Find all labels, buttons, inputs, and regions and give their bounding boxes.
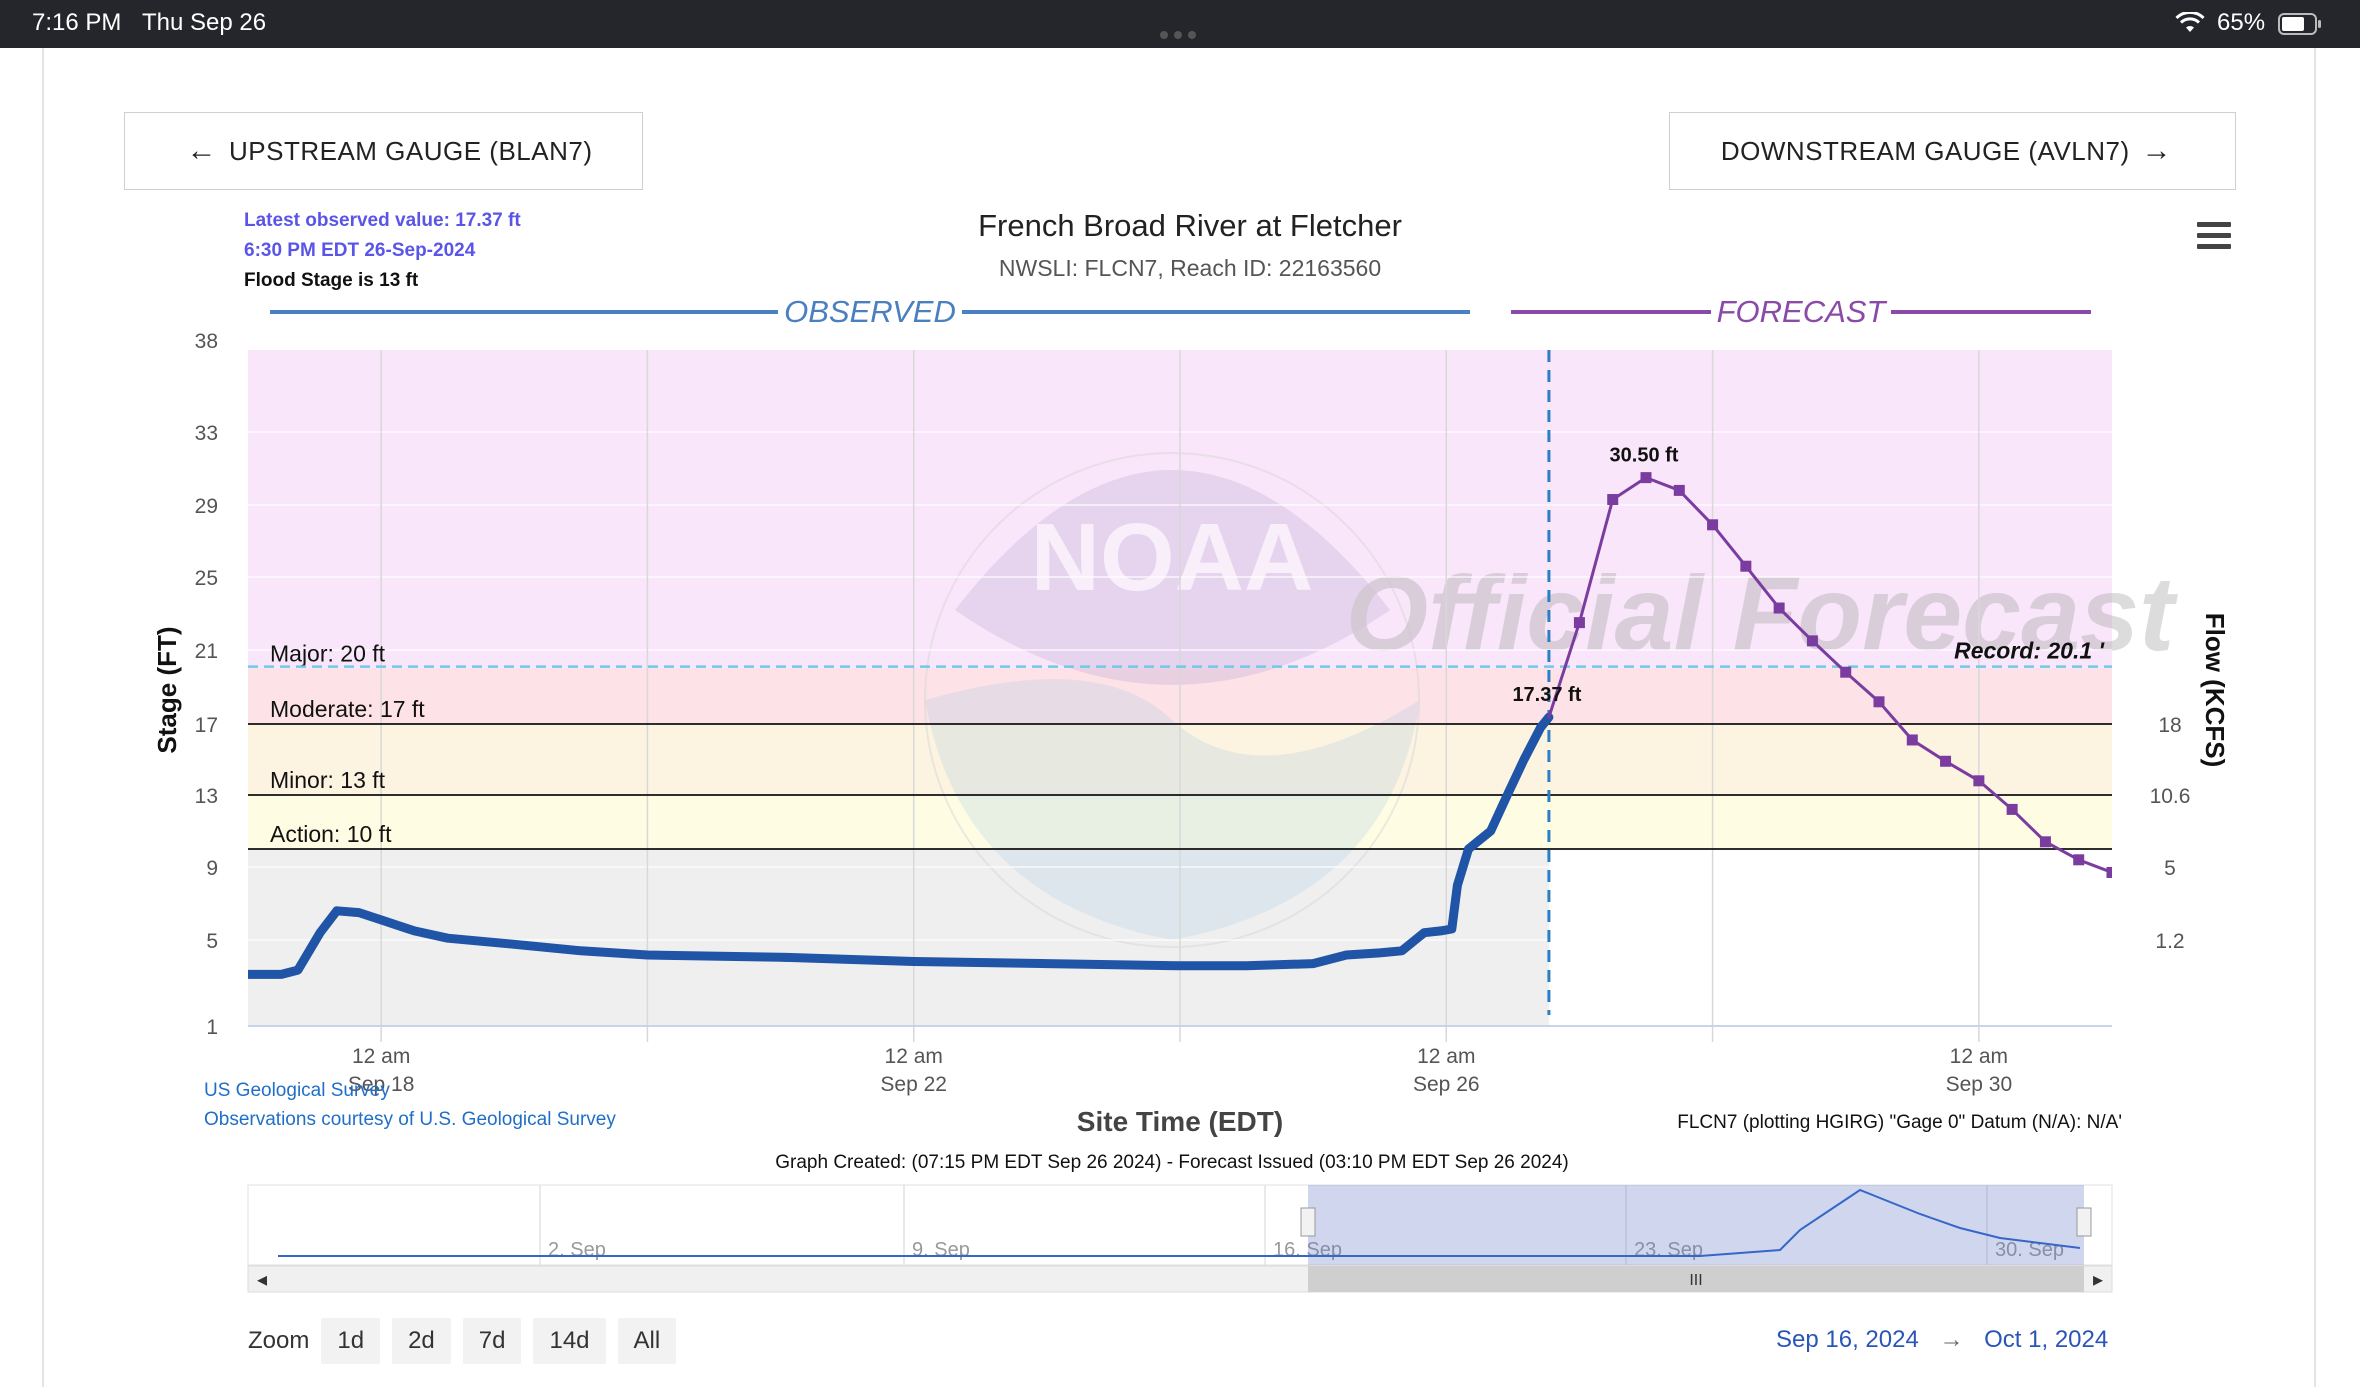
- arrow-left-icon: ←: [186, 134, 217, 167]
- chart-menu-icon[interactable]: [2197, 222, 2231, 250]
- range-to[interactable]: Oct 1, 2024: [1984, 1326, 2109, 1353]
- zoom-1d-button[interactable]: 1d: [321, 1318, 381, 1364]
- zoom-bar: Zoom 1d 2d 7d 14d All: [248, 1318, 677, 1364]
- page-frame: [42, 48, 2316, 1387]
- zoom-14d-button[interactable]: 14d: [533, 1318, 606, 1364]
- wifi-icon: [2175, 12, 2205, 32]
- upstream-gauge-button[interactable]: ← UPSTREAM GAUGE (BLAN7): [124, 112, 643, 190]
- zoom-label: Zoom: [248, 1327, 310, 1354]
- zoom-7d-button[interactable]: 7d: [462, 1318, 522, 1364]
- latest-observed-time: 6:30 PM EDT 26-Sep-2024: [244, 240, 476, 261]
- range-from[interactable]: Sep 16, 2024: [1776, 1326, 1919, 1353]
- status-time: 7:16 PM: [32, 9, 122, 36]
- battery-icon: [2278, 13, 2321, 35]
- battery-percent: 65%: [2217, 9, 2266, 36]
- zoom-2d-button[interactable]: 2d: [392, 1318, 451, 1364]
- latest-observed-info: Latest observed value: 17.37 ft 6:30 PM …: [244, 206, 521, 296]
- status-date: Thu Sep 26: [142, 9, 267, 36]
- upstream-gauge-label: UPSTREAM GAUGE (BLAN7): [228, 135, 593, 166]
- downstream-gauge-label: DOWNSTREAM GAUGE (AVLN7): [1720, 135, 2130, 166]
- flood-stage-note: Flood Stage is 13 ft: [244, 270, 419, 291]
- date-range: Sep 16, 2024 → Oct 1, 2024: [1776, 1326, 2108, 1354]
- multitasking-dots[interactable]: [1157, 18, 1199, 46]
- latest-observed-value: Latest observed value: 17.37 ft: [244, 210, 521, 231]
- range-arrow-icon: →: [1939, 1326, 1964, 1353]
- arrow-right-icon: →: [2141, 134, 2173, 167]
- downstream-gauge-button[interactable]: DOWNSTREAM GAUGE (AVLN7) →: [1669, 112, 2236, 190]
- status-bar: 7:16 PM Thu Sep 26 65%: [0, 0, 2360, 48]
- zoom-all-button[interactable]: All: [617, 1318, 677, 1364]
